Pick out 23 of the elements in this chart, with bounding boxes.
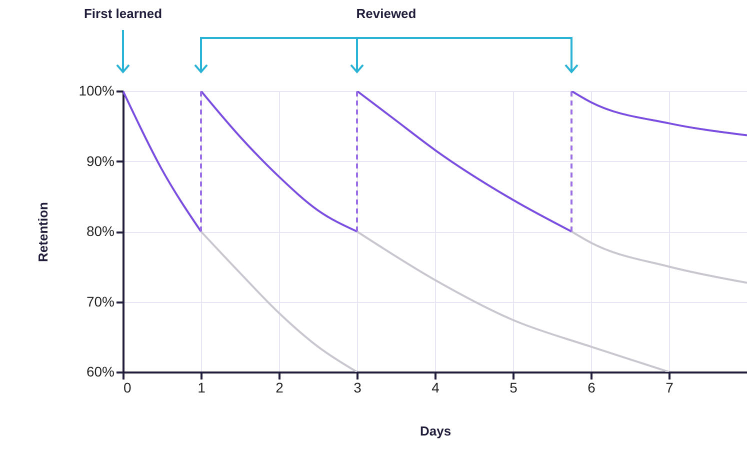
line-series xyxy=(200,230,358,372)
x-tick-label: 4 xyxy=(432,380,440,396)
line-series xyxy=(570,230,747,284)
text: First learned xyxy=(84,6,162,21)
x-tick-label: 2 xyxy=(276,380,284,396)
y-tick-label: 60% xyxy=(86,364,114,380)
text: Reviewed xyxy=(356,6,416,21)
line-series xyxy=(356,91,572,232)
y-axis-title: Retention xyxy=(36,202,51,262)
x-tick-label: 0 xyxy=(124,380,132,396)
x-tick-label: 1 xyxy=(198,380,206,396)
x-axis-title: Days xyxy=(420,424,452,438)
x-tick-label: 6 xyxy=(588,380,596,396)
line-series xyxy=(200,91,358,232)
x-tick-label: 5 xyxy=(510,380,518,396)
y-tick-label: 90% xyxy=(86,152,114,169)
x-tick-label: 7 xyxy=(666,380,674,396)
x-tick-label: 3 xyxy=(354,380,362,396)
line-series xyxy=(570,91,747,136)
y-tick-label: 70% xyxy=(86,293,114,310)
y-tick-label: 80% xyxy=(86,223,114,239)
y-tick-label: 100% xyxy=(78,82,114,98)
line-series xyxy=(356,230,670,372)
